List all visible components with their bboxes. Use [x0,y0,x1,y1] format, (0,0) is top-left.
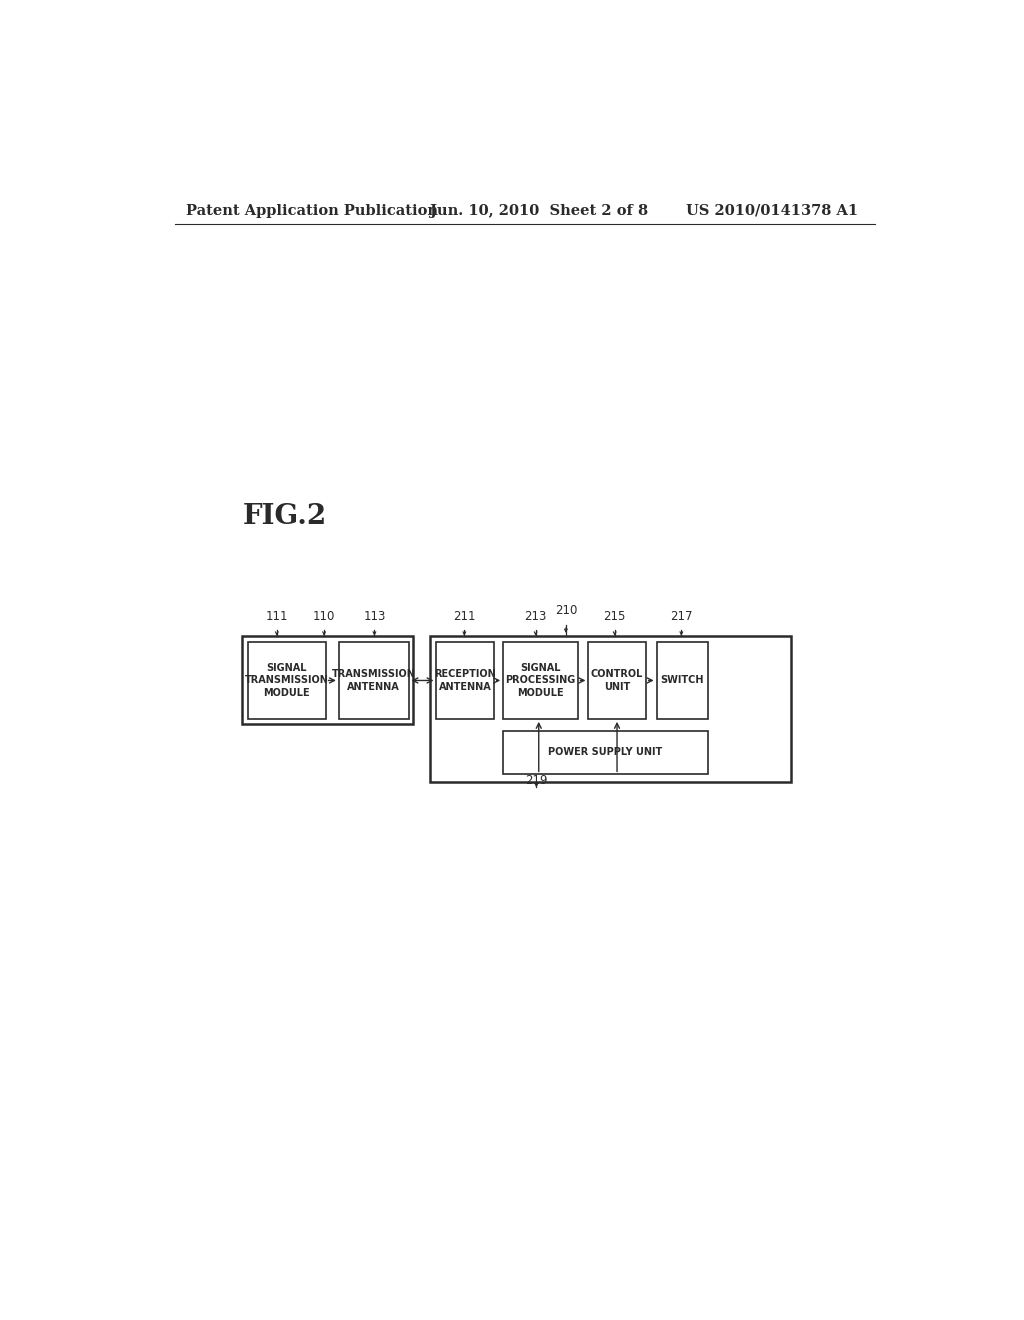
Text: 219: 219 [525,775,548,788]
Text: 215: 215 [603,610,626,623]
Text: 113: 113 [364,610,386,623]
Text: US 2010/0141378 A1: US 2010/0141378 A1 [686,203,858,218]
Bar [242,636,414,725]
Text: 211: 211 [453,610,475,623]
Bar [248,642,326,719]
Text: 217: 217 [670,610,692,623]
Bar [503,642,578,719]
Text: 210: 210 [555,603,578,616]
Text: SIGNAL
PROCESSING
MODULE: SIGNAL PROCESSING MODULE [505,663,575,698]
Text: POWER SUPPLY UNIT: POWER SUPPLY UNIT [548,747,663,758]
Text: SIGNAL
TRANSMISSION
MODULE: SIGNAL TRANSMISSION MODULE [245,663,329,698]
Bar [589,642,646,719]
Bar [339,642,409,719]
Bar [430,636,791,781]
Text: 111: 111 [265,610,288,623]
Text: TRANSMISSION
ANTENNA: TRANSMISSION ANTENNA [332,669,416,692]
Text: Patent Application Publication: Patent Application Publication [186,203,438,218]
Text: FIG.2: FIG.2 [243,503,327,529]
Bar [436,642,494,719]
Text: CONTROL
UNIT: CONTROL UNIT [591,669,643,692]
Text: 213: 213 [524,610,547,623]
Text: 110: 110 [313,610,335,623]
Bar [656,642,708,719]
Bar [503,730,708,775]
Text: Jun. 10, 2010  Sheet 2 of 8: Jun. 10, 2010 Sheet 2 of 8 [430,203,648,218]
Text: RECEPTION
ANTENNA: RECEPTION ANTENNA [434,669,496,692]
Text: SWITCH: SWITCH [660,676,703,685]
